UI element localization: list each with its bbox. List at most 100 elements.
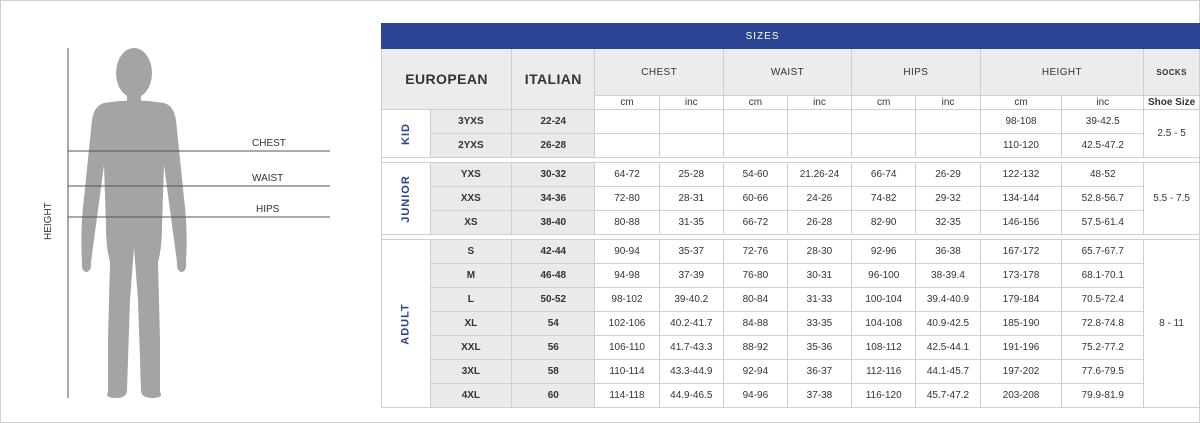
waist-cm-cell: 80-84: [722, 287, 788, 312]
height-in-cell: 79.9-81.9: [1061, 383, 1145, 408]
waist-in-cell: 21.26-24: [786, 162, 853, 187]
title-spacer: [1143, 23, 1200, 49]
italian-size: 60: [511, 383, 596, 408]
height-cm-cell: 98-108: [979, 109, 1063, 134]
hips-in-cell: 26-29: [915, 162, 981, 187]
unit-cm: cm: [979, 95, 1063, 110]
waist-cm-cell: 88-92: [722, 335, 788, 360]
chest-cm-cell: 110-114: [594, 359, 660, 384]
shoe-size-header: Shoe Size: [1143, 95, 1200, 110]
height-in-cell: 65.7-67.7: [1061, 239, 1145, 264]
european-size: YXS: [429, 162, 513, 187]
italian-size: 38-40: [511, 210, 596, 235]
group-label-text: JUNIOR: [399, 174, 412, 223]
height-cm-cell: 122-132: [979, 162, 1063, 187]
hips-in-cell: 44.1-45.7: [915, 359, 981, 384]
hips-cm-cell: 96-100: [851, 263, 917, 288]
waist-label: WAIST: [252, 173, 283, 184]
hips-cm-cell: 104-108: [851, 311, 917, 336]
hips-cm-cell: 74-82: [851, 186, 917, 211]
hips-cm-cell: [851, 133, 917, 158]
waist-in-cell: [786, 133, 853, 158]
height-in-cell: 39-42.5: [1061, 109, 1145, 134]
height-cm-cell: 191-196: [979, 335, 1063, 360]
waist-in-cell: 33-35: [786, 311, 853, 336]
sizes-title: SIZES: [380, 23, 1145, 49]
waist-in-cell: 36-37: [786, 359, 853, 384]
waist-in-cell: 28-30: [786, 239, 853, 264]
unit-cm: cm: [851, 95, 917, 110]
height-in-cell: 70.5-72.4: [1061, 287, 1145, 312]
height-cm-cell: 167-172: [979, 239, 1063, 264]
european-size: XL: [429, 311, 513, 336]
hips-in-cell: 42.5-44.1: [915, 335, 981, 360]
waist-in-cell: 35-36: [786, 335, 853, 360]
unit-inc: inc: [1061, 95, 1145, 110]
chest-cm-cell: [594, 133, 660, 158]
chest-in-cell: 25-28: [658, 162, 724, 187]
height-cm-cell: 173-178: [979, 263, 1063, 288]
italian-size: 58: [511, 359, 596, 384]
waist-cm-cell: 60-66: [722, 186, 788, 211]
size-chart-body: KID 3YXS 22-24 98-108 39-42.5 2.5 - 5 2YXS 26-2…: [381, 109, 1200, 408]
height-header: HEIGHT: [979, 48, 1145, 96]
table-row: 2YXS 26-28 110-120 42.5-47.2: [382, 133, 1200, 158]
waist-cm-cell: [722, 133, 788, 158]
european-size: 3YXS: [429, 109, 513, 134]
waist-in-cell: 31-33: [786, 287, 853, 312]
table-row: 4XL 60 114-118 44.9-46.5 94-96 37-38 116-120 45…: [382, 383, 1200, 408]
italian-size: 30-32: [511, 162, 596, 187]
unit-cm: cm: [722, 95, 788, 110]
group-label-junior: JUNIOR: [381, 162, 431, 235]
waist-in-cell: 26-28: [786, 210, 853, 235]
hips-cm-cell: [851, 109, 917, 134]
title-row: SIZES: [380, 23, 1200, 49]
european-header: EUROPEAN: [380, 48, 513, 110]
italian-size: 42-44: [511, 239, 596, 264]
waist-in-cell: 37-38: [786, 383, 853, 408]
chest-in-cell: 39-40.2: [658, 287, 724, 312]
hips-cm-cell: 116-120: [851, 383, 917, 408]
hips-cm-cell: 108-112: [851, 335, 917, 360]
hips-cm-cell: 100-104: [851, 287, 917, 312]
hips-cm-cell: 112-116: [851, 359, 917, 384]
chest-cm-cell: 102-106: [594, 311, 660, 336]
height-label: HEIGHT: [43, 202, 54, 240]
waist-header: WAIST: [722, 48, 853, 96]
hips-label: HIPS: [256, 204, 280, 215]
hips-cm-cell: 66-74: [851, 162, 917, 187]
height-cm-cell: 197-202: [979, 359, 1063, 384]
hips-cm-cell: 82-90: [851, 210, 917, 235]
european-size: 4XL: [429, 383, 513, 408]
italian-header: ITALIAN: [511, 48, 596, 110]
socks-size: 8 - 11: [1143, 239, 1200, 408]
table-row: M 46-48 94-98 37-39 76-80 30-31 96-100 38-39.4 1…: [382, 263, 1200, 288]
table-row: XL 54 102-106 40.2-41.7 84-88 33-35 104-108 40.…: [382, 311, 1200, 336]
height-in-cell: 68.1-70.1: [1061, 263, 1145, 288]
body-silhouette: [81, 48, 187, 398]
hips-in-cell: 38-39.4: [915, 263, 981, 288]
table-row: 3XL 58 110-114 43.3-44.9 92-94 36-37 112-116 44…: [382, 359, 1200, 384]
chest-cm-cell: 98-102: [594, 287, 660, 312]
waist-in-cell: [786, 109, 853, 134]
european-size: 2YXS: [429, 133, 513, 158]
european-size: M: [429, 263, 513, 288]
height-in-cell: 42.5-47.2: [1061, 133, 1145, 158]
waist-in-cell: 24-26: [786, 186, 853, 211]
height-cm-cell: 110-120: [979, 133, 1063, 158]
waist-cm-cell: 76-80: [722, 263, 788, 288]
chest-in-cell: 28-31: [658, 186, 724, 211]
height-in-cell: 52.8-56.7: [1061, 186, 1145, 211]
waist-cm-cell: 66-72: [722, 210, 788, 235]
unit-cm: cm: [594, 95, 660, 110]
hips-in-cell: 39.4-40.9: [915, 287, 981, 312]
italian-size: 34-36: [511, 186, 596, 211]
chest-cm-cell: 90-94: [594, 239, 660, 264]
body-figure: CHEST WAIST HIPS HEIGHT: [43, 48, 330, 398]
italian-size: 50-52: [511, 287, 596, 312]
group-label-adult: ADULT: [381, 239, 431, 408]
hips-in-cell: 45.7-47.2: [915, 383, 981, 408]
italian-size: 54: [511, 311, 596, 336]
waist-in-cell: 30-31: [786, 263, 853, 288]
waist-cm-cell: 94-96: [722, 383, 788, 408]
